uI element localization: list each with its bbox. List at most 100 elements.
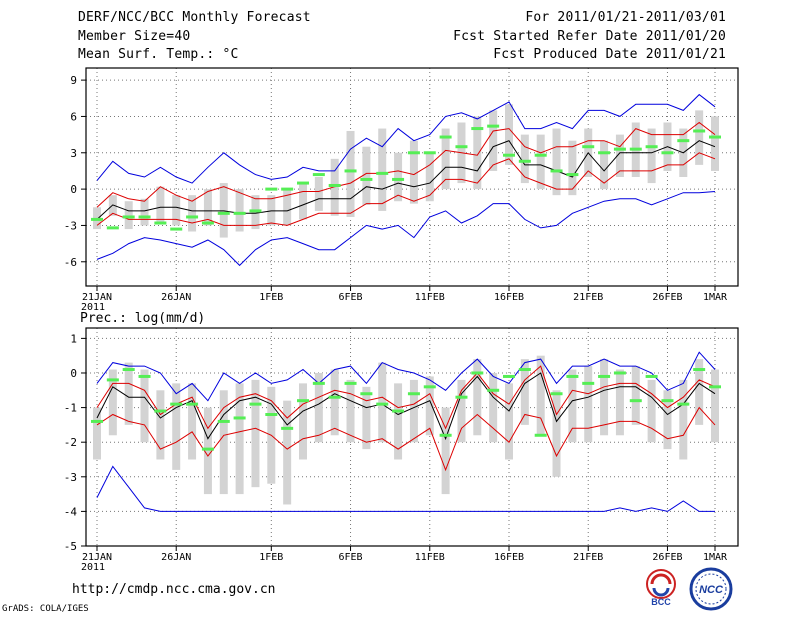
max-line: [96, 93, 716, 184]
spread-box: [520, 134, 529, 184]
spread-box: [203, 407, 212, 495]
spread-box: [108, 369, 117, 436]
observation-marker: [534, 153, 547, 157]
spread-box: [156, 186, 165, 224]
observation-marker: [629, 399, 642, 403]
observation-marker: [328, 183, 341, 187]
lower-percentile-line: [96, 152, 716, 226]
spread-box: [600, 359, 609, 436]
observation-marker: [645, 145, 658, 149]
spread-box: [647, 379, 656, 443]
observation-marker: [487, 124, 500, 128]
spread-box: [679, 379, 688, 460]
observation-marker: [217, 419, 230, 423]
spread-box: [140, 198, 149, 226]
observation-marker: [487, 388, 500, 392]
spread-box: [283, 400, 292, 505]
spread-box: [314, 177, 323, 211]
spread-box: [346, 379, 355, 443]
observation-marker: [122, 215, 135, 219]
x-tick-label: 6FEB: [338, 552, 362, 563]
spread-box: [711, 369, 719, 443]
chart-title: DERF/NCC/BCC Monthly Forecast: [78, 10, 311, 25]
spread-box: [552, 128, 561, 196]
observation-marker: [582, 145, 595, 149]
observation-marker: [518, 368, 531, 372]
spread-box: [568, 140, 577, 196]
y-tick-label: -3: [64, 471, 77, 484]
observation-marker: [201, 447, 214, 451]
observation-marker: [233, 211, 246, 215]
spread-box: [457, 379, 466, 443]
observation-marker: [297, 181, 309, 185]
observation-marker: [503, 374, 515, 378]
spread-box: [283, 189, 292, 226]
spread-box: [394, 383, 403, 460]
spread-box: [394, 152, 403, 202]
observation-marker: [154, 221, 167, 225]
x-tick-label: 1MAR: [703, 552, 728, 563]
y-tick-label: -4: [64, 505, 78, 518]
spread-box: [473, 116, 482, 190]
spread-box: [520, 359, 529, 425]
forecast-start-date: Fcst Started Refer Date 2011/01/20: [453, 29, 726, 44]
observation-marker: [709, 385, 721, 389]
observation-marker: [439, 135, 452, 139]
plot-frame: [85, 327, 739, 547]
ncc-logo: NCC: [689, 567, 733, 611]
spread-box: [346, 130, 355, 217]
mean-line: [96, 140, 716, 220]
spread-box: [425, 376, 434, 436]
spread-box: [124, 201, 133, 230]
spread-box: [172, 383, 181, 470]
y-tick-label: 0: [70, 367, 77, 380]
spread-box: [203, 189, 212, 226]
spread-box: [600, 140, 609, 190]
forecast-produced-date: Fcst Produced Date 2011/01/21: [493, 47, 726, 62]
spread-box: [93, 407, 101, 460]
spread-box: [362, 146, 371, 205]
x-tick-label: 26FEB: [652, 552, 682, 563]
x-tick-label: 21FEB: [573, 292, 603, 303]
spread-box: [156, 390, 165, 460]
y-tick-label: -5: [64, 540, 77, 553]
spread-box: [552, 390, 561, 477]
upper-percentile-line: [96, 365, 716, 430]
observation-marker: [455, 145, 468, 149]
upper-percentile-line: [96, 121, 716, 208]
spread-box: [330, 158, 339, 216]
observation-marker: [312, 381, 325, 385]
spread-box: [536, 355, 545, 436]
spread-box: [219, 390, 228, 495]
spread-box: [473, 359, 482, 436]
observation-marker: [91, 217, 103, 221]
max-line: [96, 351, 716, 402]
observation-marker: [645, 374, 658, 378]
spread-box: [267, 195, 276, 226]
observation-marker: [582, 381, 595, 385]
spread-box: [188, 195, 197, 232]
observation-marker: [550, 392, 563, 396]
spread-box: [631, 366, 640, 425]
x-tick-label: 6FEB: [338, 292, 362, 303]
mean-line: [96, 372, 716, 441]
observation-marker: [201, 221, 214, 225]
website-url[interactable]: http://cmdp.ncc.cma.gov.cn: [72, 582, 276, 597]
spread-box: [647, 128, 656, 184]
observation-marker: [693, 368, 706, 372]
observation-marker: [407, 151, 420, 155]
spread-box: [235, 383, 244, 495]
observation-marker: [423, 151, 436, 155]
spread-box: [378, 362, 387, 443]
observation-marker: [566, 173, 579, 177]
spread-box: [489, 372, 498, 443]
y-tick-label: -2: [64, 436, 77, 449]
spread-box: [584, 366, 593, 443]
observation-marker: [661, 399, 674, 403]
observation-marker: [455, 395, 468, 399]
spread-box: [489, 110, 498, 171]
observation-marker: [344, 381, 357, 385]
spread-box: [505, 104, 513, 165]
observation-marker: [423, 385, 436, 389]
